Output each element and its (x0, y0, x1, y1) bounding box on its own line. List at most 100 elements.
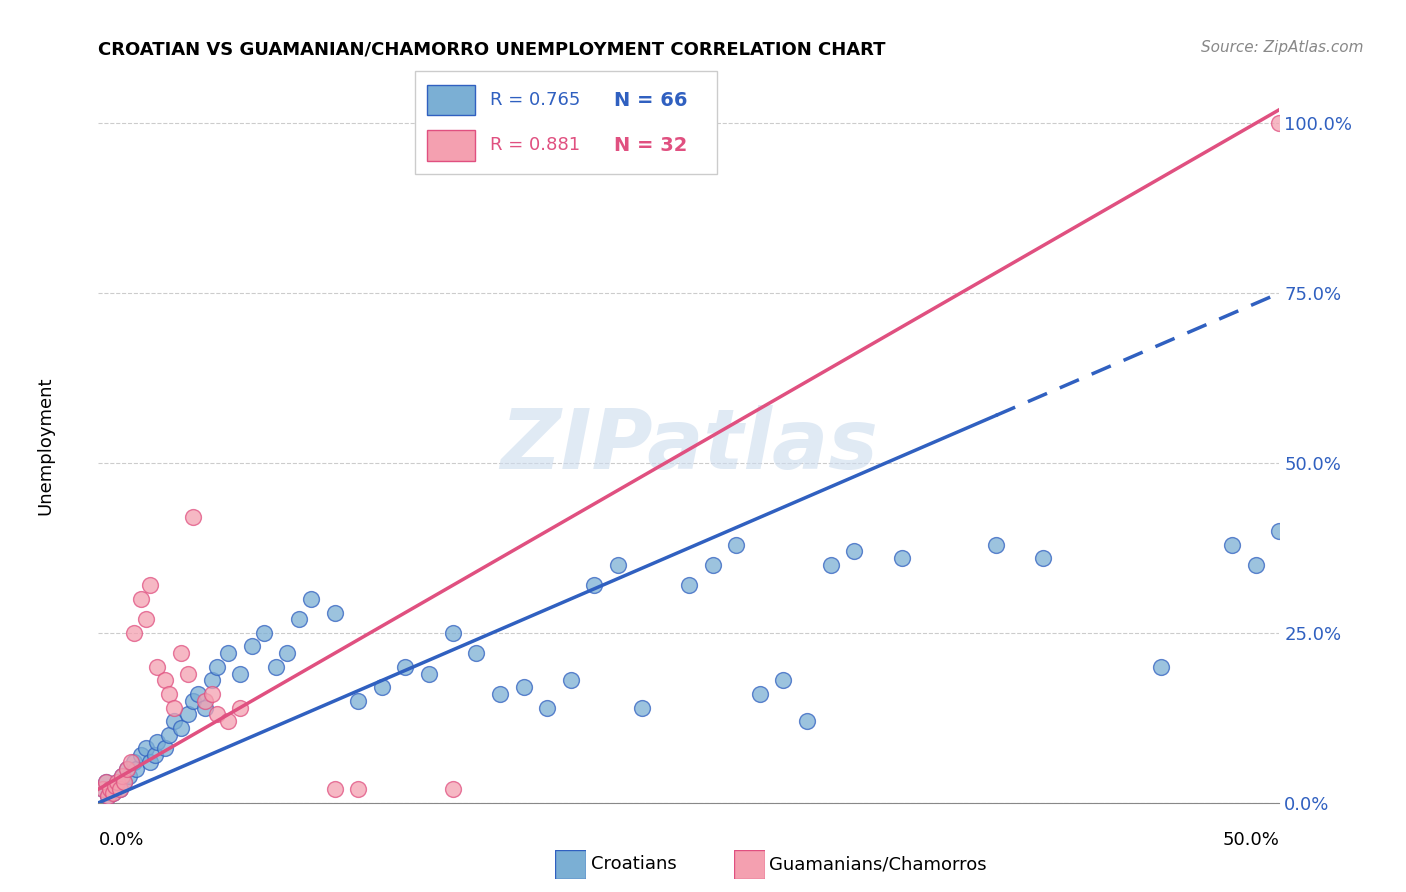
Point (115, 762, 138, 776)
Point (98, 782, 121, 797)
Point (91, 782, 114, 797)
Point (323, 606, 346, 620)
Point (489, 687, 512, 701)
Point (170, 646, 193, 660)
Point (194, 700, 217, 714)
Point (1150, 660, 1173, 674)
Bar (427, 85, 475, 115)
Point (101, 786, 124, 800)
Point (229, 666, 252, 681)
Point (240, 640, 263, 654)
Point (111, 769, 134, 783)
Point (181, 694, 204, 708)
Bar (427, 130, 475, 161)
Point (194, 694, 217, 708)
Text: CROATIAN VS GUAMANIAN/CHAMORRO UNEMPLOYMENT CORRELATION CHART: CROATIAN VS GUAMANIAN/CHAMORRO UNEMPLOYM… (98, 40, 886, 58)
Point (97, 789, 120, 803)
Point (125, 762, 148, 776)
Point (122, 755, 145, 769)
Point (104, 779, 127, 793)
Text: 0.0%: 0.0% (98, 831, 143, 849)
Point (153, 673, 176, 688)
Point (181, 510, 204, 524)
Point (163, 714, 186, 729)
Point (177, 707, 200, 722)
Point (157, 728, 180, 742)
Point (163, 700, 186, 714)
Point (630, 700, 652, 714)
Point (984, 537, 1007, 551)
Point (418, 666, 440, 681)
Point (146, 660, 169, 674)
Point (536, 700, 558, 714)
Point (104, 779, 127, 793)
Point (112, 775, 135, 789)
Point (725, 537, 748, 551)
Point (276, 646, 298, 660)
Point (112, 775, 135, 789)
Point (91, 782, 114, 797)
Point (844, 544, 866, 558)
Point (607, 558, 630, 572)
Point (1268, 116, 1291, 130)
Point (512, 680, 534, 694)
Point (122, 626, 145, 640)
Point (129, 591, 152, 606)
Point (253, 626, 276, 640)
Text: Croatians: Croatians (591, 855, 676, 873)
Point (820, 558, 842, 572)
Point (441, 782, 464, 797)
Point (583, 578, 606, 592)
Text: Source: ZipAtlas.com: Source: ZipAtlas.com (1201, 40, 1364, 55)
Point (108, 782, 131, 797)
Text: ZIPatlas: ZIPatlas (501, 406, 877, 486)
Point (135, 612, 157, 626)
Point (157, 687, 180, 701)
Point (94, 775, 117, 789)
Point (560, 673, 582, 688)
Point (118, 769, 141, 783)
Point (299, 591, 322, 606)
Point (205, 660, 228, 674)
Point (111, 769, 134, 783)
Point (441, 626, 464, 640)
Point (105, 775, 128, 789)
Point (115, 762, 138, 776)
Point (153, 741, 176, 756)
Point (323, 782, 346, 797)
Point (201, 687, 224, 701)
Point (1244, 558, 1267, 572)
Point (146, 734, 169, 748)
Point (217, 714, 239, 729)
Text: R = 0.765: R = 0.765 (491, 91, 581, 109)
Text: Guamanians/Chamorros: Guamanians/Chamorros (769, 855, 987, 873)
Point (1032, 551, 1054, 566)
Point (229, 700, 252, 714)
Point (97, 789, 120, 803)
Point (101, 786, 124, 800)
Point (264, 660, 287, 674)
Point (94, 775, 117, 789)
Text: Unemployment: Unemployment (37, 376, 55, 516)
Point (796, 714, 818, 729)
Point (170, 721, 193, 735)
Point (135, 741, 157, 756)
Point (347, 782, 370, 797)
Point (288, 612, 311, 626)
Point (1220, 537, 1243, 551)
Point (129, 748, 152, 763)
Point (678, 578, 700, 592)
Point (205, 707, 228, 722)
Point (890, 551, 912, 566)
Point (347, 694, 370, 708)
Point (702, 558, 724, 572)
Point (1268, 524, 1291, 538)
Point (98, 782, 121, 797)
Point (371, 680, 394, 694)
Point (139, 578, 162, 592)
Text: 50.0%: 50.0% (1223, 831, 1279, 849)
Point (748, 687, 770, 701)
Point (394, 660, 416, 674)
Point (105, 775, 128, 789)
Text: N = 32: N = 32 (614, 136, 688, 154)
